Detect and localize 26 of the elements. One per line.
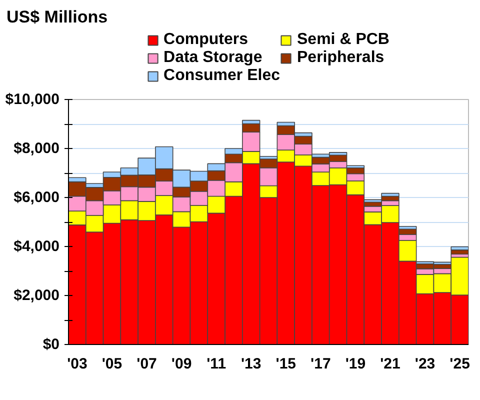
legend-label: Consumer Elec — [164, 67, 280, 85]
x-tick-label: '11 — [206, 356, 226, 372]
legend-label: Peripherals — [297, 49, 384, 67]
x-tick-label: '17 — [310, 356, 331, 372]
x-tick-label: '15 — [276, 356, 296, 372]
x-tick-label: '21 — [380, 356, 400, 372]
x-tick-label: '09 — [171, 356, 192, 372]
y-axis-title: US$ Millions — [6, 8, 108, 26]
legend-label: Computers — [164, 31, 248, 49]
y-tick-label: $8,000 — [14, 140, 60, 157]
x-tick-label: '05 — [102, 356, 122, 372]
y-tick-label: $6,000 — [14, 189, 60, 206]
x-tick-label: '25 — [450, 356, 470, 372]
y-tick-label: $2,000 — [14, 287, 60, 304]
legend-label: Data Storage — [164, 49, 262, 67]
x-tick-label: '13 — [240, 356, 262, 372]
y-tick-label: $0 — [42, 336, 60, 353]
x-tick-label: '07 — [136, 356, 157, 372]
y-tick-label: $10,000 — [5, 91, 60, 108]
x-tick-label: '03 — [67, 356, 88, 372]
x-tick-label: '23 — [414, 356, 436, 372]
legend-label: Semi & PCB — [297, 31, 390, 49]
bar — [381, 192, 400, 197]
bar — [450, 246, 468, 250]
y-tick-label: $4,000 — [14, 238, 60, 255]
x-tick-label: '19 — [345, 356, 366, 372]
